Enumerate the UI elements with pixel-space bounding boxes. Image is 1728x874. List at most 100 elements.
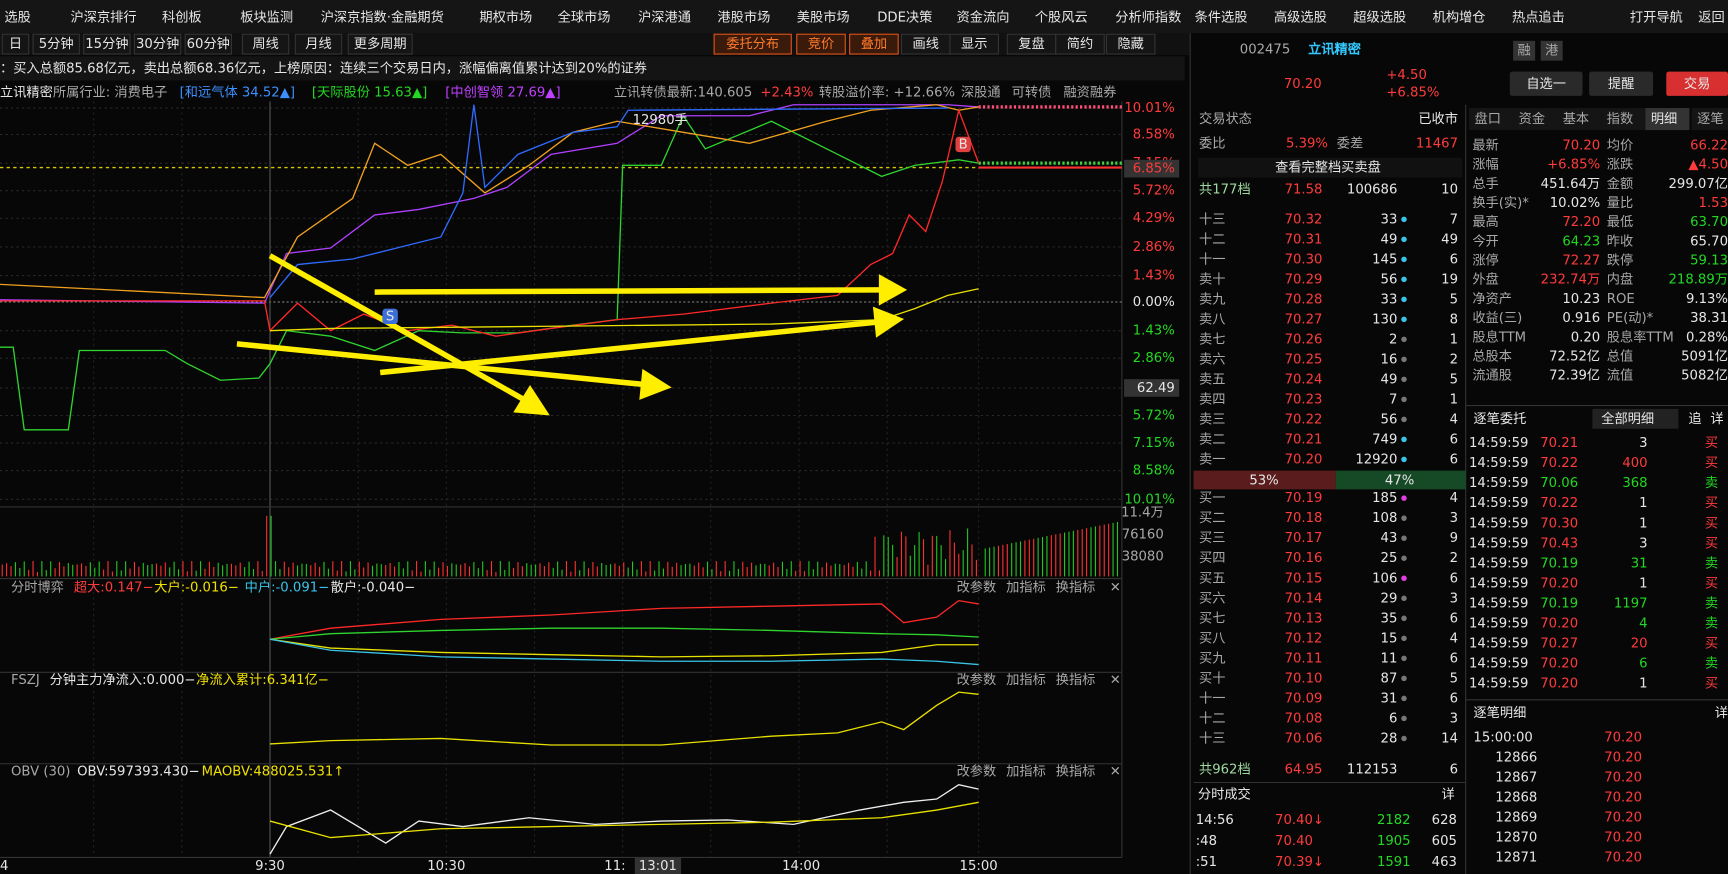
button[interactable]: 自选一 [1526,76,1566,92]
label: 6 [1450,651,1458,666]
period-tab[interactable]: 15分钟 [85,35,128,52]
menu-item[interactable]: 条件选股 [1195,9,1248,26]
panel-header: 分时博弈 [11,579,64,595]
menu-item[interactable]: 板块监测 [240,10,293,26]
tab[interactable]: 盘口 [1475,110,1501,127]
menu-item[interactable]: 美股市场 [797,9,850,26]
label: 70.17 [1285,531,1323,546]
menu-item[interactable]: 打开导航 [1630,10,1683,26]
label: 72.52亿 [1549,348,1600,364]
link[interactable]: 可转债 [1012,85,1052,101]
menu-item[interactable]: 热点追击 [1512,10,1565,26]
tool-button[interactable]: 画线 [912,36,938,52]
peer-stock[interactable]: [和远气体 34.52▲] [180,85,295,101]
tag: 港 [1545,43,1558,59]
period-tab[interactable]: 日 [9,37,22,52]
tool-button[interactable]: 委托分布 [726,36,779,52]
panel-button[interactable]: 换指标 [1056,763,1096,779]
panel-button[interactable]: 加指标 [1006,763,1046,779]
menu-item[interactable]: 资金流向 [957,10,1010,26]
curve-purple [0,104,979,304]
menu-item[interactable]: 科创板 [162,10,202,26]
label: 委差 [1337,135,1363,151]
panel-button[interactable]: 加指标 [1006,579,1046,595]
peer-stock[interactable]: [中创智领 27.69▲] [445,85,560,101]
y-tick-label: 10.01% [1124,492,1174,507]
label: 外盘 [1472,271,1498,288]
menu-item[interactable]: 沪深港通 [638,10,691,26]
label: 买二 [1199,510,1225,526]
period-tab[interactable]: 5分钟 [39,35,74,52]
label: 70.06 [1285,731,1323,746]
label: 总手 [1472,176,1498,192]
y-tick-label: 2.86% [1133,240,1175,255]
menu-item[interactable]: 高级选股 [1274,9,1327,26]
button[interactable]: 追 [1688,411,1701,427]
label: 14:59:59 [1469,536,1528,551]
panel-button[interactable]: 改参数 [957,762,997,779]
tab[interactable]: 明细 [1651,111,1677,127]
panel-header: 分钟主力净流入:0.000− [50,671,196,688]
label: 12866 [1495,750,1537,765]
label: 70.09 [1285,691,1323,706]
notice-bar [0,56,1185,81]
label: 9 [1450,531,1458,546]
dot [1401,256,1407,263]
menu-item[interactable]: DDE决策 [877,9,932,26]
peer-stock[interactable]: [天际股份 15.63▲] [312,85,427,101]
menu-item[interactable]: 机构增仓 [1433,10,1486,26]
panel-button[interactable]: 加指标 [1006,672,1046,688]
tool-button[interactable]: 隐藏 [1117,36,1143,52]
label: 185 [1372,491,1397,506]
link[interactable]: 深股通 [961,85,1001,101]
tab[interactable]: 资金 [1519,111,1545,127]
tool-button[interactable]: 显示 [961,37,987,52]
dropdown[interactable]: 全部明细 [1601,410,1654,427]
label: 金额 [1607,176,1633,192]
menu-item[interactable]: 全球市场 [558,9,611,26]
period-tab[interactable]: 30分钟 [136,35,179,52]
tab[interactable]: 基本 [1563,111,1589,127]
tool-button[interactable]: 复盘 [1018,35,1044,52]
button[interactable]: 提醒 [1608,76,1634,92]
tool-button[interactable]: 竞价 [808,35,834,52]
button[interactable]: 交易 [1684,75,1710,92]
menu-item[interactable]: 超级选股 [1353,10,1406,26]
label: 买七 [1199,610,1225,626]
menu-item[interactable]: 分析师指数 [1115,10,1181,26]
tool-button[interactable]: 叠加 [861,36,887,52]
tool-box [1055,33,1105,55]
label: 卖五 [1199,371,1225,387]
panel-button[interactable]: 换指标 [1056,579,1096,595]
period-tab[interactable]: 更多周期 [354,35,407,52]
link[interactable]: 融资融券 [1063,85,1116,101]
label: 108 [1372,511,1397,526]
stock-change: +4.50 [1386,68,1427,83]
period-tab[interactable]: 周线 [252,36,278,52]
tab[interactable]: 逐笔 [1697,111,1723,127]
label: 64.23 [1562,234,1600,249]
y-tick-label: 1.43% [1133,324,1175,339]
period-tab[interactable]: 月线 [305,36,331,52]
tab[interactable]: 指数 [1607,111,1633,127]
button[interactable]: 查看完整档买卖盘 [1275,159,1381,176]
panel-button[interactable]: 换指标 [1056,672,1096,688]
button[interactable]: 详 [1710,411,1723,427]
curve-blue [269,104,948,299]
panel-button[interactable]: 改参数 [957,671,997,688]
menu-item[interactable]: 港股市场 [717,9,770,26]
menu-item[interactable]: 选股 [4,10,30,26]
label: 买九 [1199,650,1225,666]
menu-item[interactable]: 返回 [1698,10,1724,26]
tool-button[interactable]: 简约 [1067,35,1093,52]
tab [1645,108,1690,131]
menu-item[interactable]: 沪深京指数·金融期货 [321,9,444,26]
menu-item[interactable]: 期权市场 [479,9,532,26]
menu-item[interactable]: 沪深京排行 [71,10,137,26]
arrow-head [513,384,550,416]
menu-item[interactable]: 个股风云 [1035,10,1088,26]
label: 53% [1249,474,1278,489]
panel-button[interactable]: 改参数 [957,578,997,595]
label: 38.31 [1690,311,1728,326]
period-tab[interactable]: 60分钟 [187,35,230,52]
